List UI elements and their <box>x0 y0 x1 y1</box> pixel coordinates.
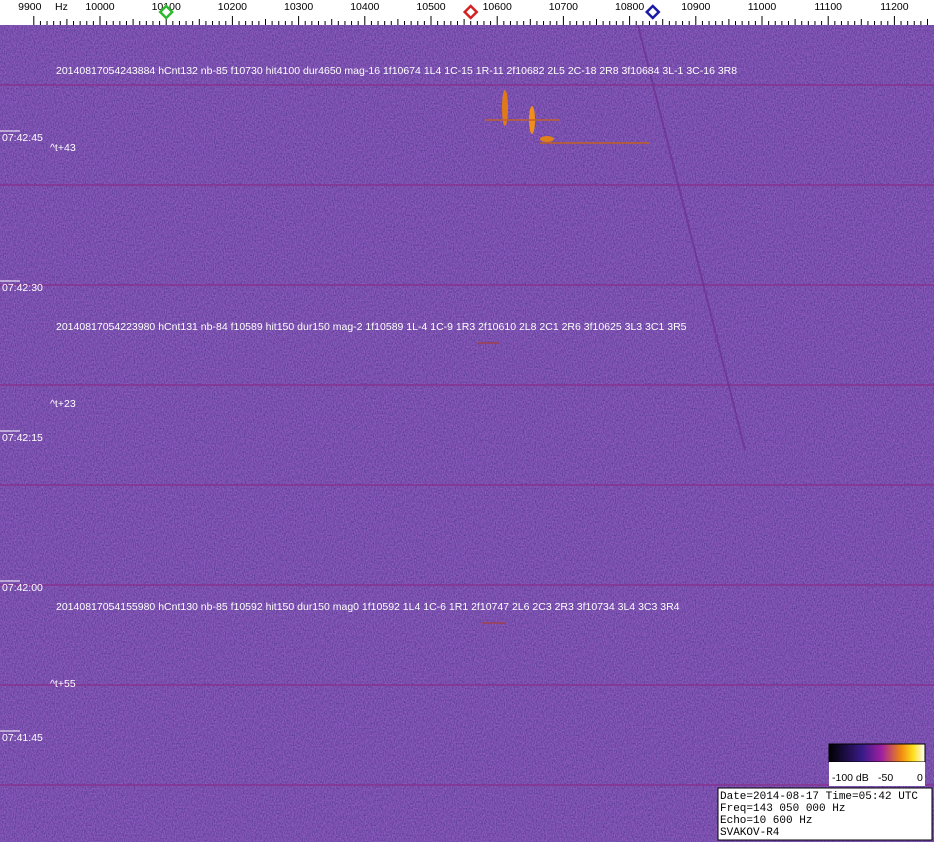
frequency-marker <box>158 4 174 20</box>
info-line: Date=2014-08-17 Time=05:42 UTC <box>720 791 918 803</box>
frequency-tick-label: 10300 <box>284 1 313 13</box>
event-text: 20140817054243884 hCnt132 nb-85 f10730 h… <box>56 65 737 77</box>
time-lines <box>0 84 934 786</box>
frequency-tick-label: 10500 <box>416 1 445 13</box>
frequency-tick-label: 10000 <box>85 1 114 13</box>
event-text: 20140817054223980 hCnt131 nb-84 f10589 h… <box>56 321 687 333</box>
time-label: 07:42:00 <box>2 582 43 594</box>
frequency-tick-label: 10400 <box>350 1 379 13</box>
unit-label: Hz <box>55 1 68 13</box>
frequency-tick-label: 11000 <box>748 1 777 13</box>
event-offset: ^t+55 <box>50 678 76 690</box>
time-label: 07:42:30 <box>2 282 43 294</box>
info-line: SVAKOV-R4 <box>720 827 780 839</box>
colorbar-label: -50 <box>878 772 893 784</box>
event-offset: ^t+23 <box>50 398 76 410</box>
colorbar <box>828 743 926 763</box>
frequency-tick-label: 10700 <box>549 1 578 13</box>
frequency-marker <box>645 4 661 20</box>
frequency-tick-label: 11100 <box>814 1 842 13</box>
time-label: 07:42:45 <box>2 132 43 144</box>
colorbar-label: -100 dB <box>832 772 869 784</box>
event-text: 20140817054155980 hCnt130 nb-85 f10592 h… <box>56 601 680 613</box>
meteor-echo <box>478 90 650 624</box>
info-line: Echo=10 600 Hz <box>720 815 812 827</box>
time-label: 07:41:45 <box>2 732 43 744</box>
frequency-tick-label: 11200 <box>880 1 909 13</box>
drift-trace <box>637 24 746 451</box>
frequency-tick-label: 10600 <box>483 1 512 13</box>
colorbar-label-bg <box>829 762 925 786</box>
waterfall-noise <box>0 25 934 842</box>
frequency-marker <box>462 4 479 20</box>
frequency-tick-label: 9900 <box>18 1 42 13</box>
info-box <box>717 787 933 841</box>
info-line: Freq=143 050 000 Hz <box>720 803 845 815</box>
frequency-tick-label: 10200 <box>218 1 247 13</box>
colorbar-label: 0 <box>917 772 923 784</box>
event-offset: ^t+43 <box>50 142 76 154</box>
frequency-tick-label: 10900 <box>681 1 710 13</box>
frequency-tick-label: 10800 <box>615 1 644 13</box>
time-label: 07:42:15 <box>2 432 43 444</box>
